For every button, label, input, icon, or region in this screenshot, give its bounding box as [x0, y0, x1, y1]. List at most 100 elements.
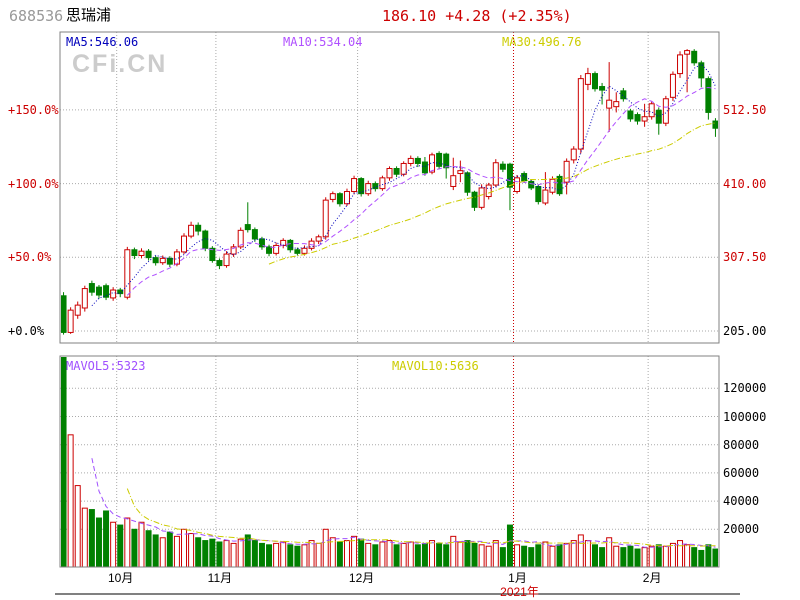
volume-bar-up [492, 540, 499, 567]
volume-bar-up [677, 540, 684, 567]
candle-up [343, 191, 350, 205]
volume-bar-up [577, 534, 584, 567]
volume-axis-label: 40000 [723, 494, 760, 509]
ma5-line [91, 63, 716, 307]
candle-up [641, 116, 648, 122]
mavol5-line [91, 458, 716, 548]
volume-bar-up [301, 544, 308, 567]
volume-bar-up [549, 545, 556, 567]
volume-bar-up [74, 485, 81, 567]
volume-axis-label: 60000 [723, 465, 760, 480]
candle-down [471, 191, 478, 208]
candle-down [294, 249, 301, 254]
candle-up [677, 54, 684, 75]
volume-bar-down [117, 524, 124, 567]
volume-bar-down [202, 540, 209, 567]
candle-up [329, 193, 336, 200]
candle-down [393, 168, 400, 175]
volume-bar-down [627, 545, 634, 567]
volume-bar-down [655, 544, 662, 567]
volume-bar-up [669, 542, 676, 567]
volume-bar-down [535, 544, 542, 567]
volume-bar-down [705, 544, 712, 567]
candle-down [145, 250, 152, 259]
volume-bar-up [280, 541, 287, 567]
volume-bar-up [478, 544, 485, 567]
candle-up [669, 73, 676, 98]
volume-bar-down [599, 547, 606, 567]
candle-up [400, 162, 407, 175]
candle-up [223, 253, 230, 267]
candle-up [322, 199, 329, 238]
candle-up [365, 183, 372, 195]
candle-up [351, 178, 358, 193]
candle-up [159, 257, 166, 264]
volume-bar-down [443, 544, 450, 567]
volume-bar-down [216, 541, 223, 567]
volume-bar-up [400, 542, 407, 567]
stock-code: 688536 [9, 7, 64, 25]
volume-bar-up [315, 542, 322, 567]
volume-bar-down [95, 517, 102, 567]
volume-bar-down [61, 357, 67, 567]
volume-bar-down [336, 541, 343, 567]
candle-up [478, 187, 485, 208]
candle-up [577, 78, 584, 150]
price-axis-price-label: 307.50 [723, 250, 767, 265]
volume-bar-down [712, 548, 718, 567]
candle-down [251, 229, 258, 240]
ma5-label: MA5:546.06 [66, 35, 139, 49]
mavol10-label: MAVOL10:5636 [392, 359, 479, 373]
candle-down [95, 286, 102, 296]
candle-down [655, 109, 662, 124]
volume-bar-up [386, 540, 393, 567]
candle-up [613, 101, 620, 108]
month-label: 12月 [348, 571, 375, 585]
candle-up [237, 229, 244, 248]
candle-up [181, 235, 188, 253]
volume-bar-down [131, 528, 138, 567]
watermark-logo: CFi.CN [72, 50, 168, 78]
volume-bar-up [584, 540, 591, 567]
candle-down [61, 295, 67, 333]
candle-down [131, 249, 138, 257]
volume-bar-up [138, 521, 145, 567]
volume-bar-up [485, 545, 492, 567]
volume-bar-down [393, 544, 400, 567]
volume-bar-up [223, 540, 230, 567]
volume-bar-up [606, 537, 613, 567]
candle-down [556, 175, 563, 195]
volume-bar-up [429, 540, 436, 567]
volume-bar-down [145, 530, 152, 567]
candle-down [209, 247, 216, 262]
candle-down [535, 185, 542, 203]
volume-bar-down [195, 537, 202, 567]
volume-bar-down [294, 545, 301, 567]
candle-up [273, 244, 280, 254]
volume-bar-up [648, 545, 655, 567]
candle-up [485, 184, 492, 198]
candle-down [712, 120, 718, 129]
candle-up [138, 250, 145, 257]
volume-bar-up [450, 535, 457, 567]
candle-down [358, 178, 365, 195]
candle-down [443, 153, 450, 169]
candle-up [684, 50, 691, 55]
candle-down [421, 161, 428, 174]
candle-up [74, 304, 81, 316]
volume-bar-up [237, 538, 244, 567]
candle-up [173, 251, 180, 265]
month-label: 2月 [642, 571, 662, 585]
candle-up [514, 177, 521, 193]
volume-bar-up [67, 434, 74, 567]
volume-bar-down [620, 547, 627, 567]
price-axis-pct-label: +50.0% [8, 250, 52, 265]
candle-up [450, 175, 457, 187]
volume-bar-down [358, 538, 365, 567]
candle-down [336, 193, 343, 205]
candle-down [691, 50, 698, 64]
volume-bar-up [662, 545, 669, 567]
candle-up [386, 168, 393, 179]
